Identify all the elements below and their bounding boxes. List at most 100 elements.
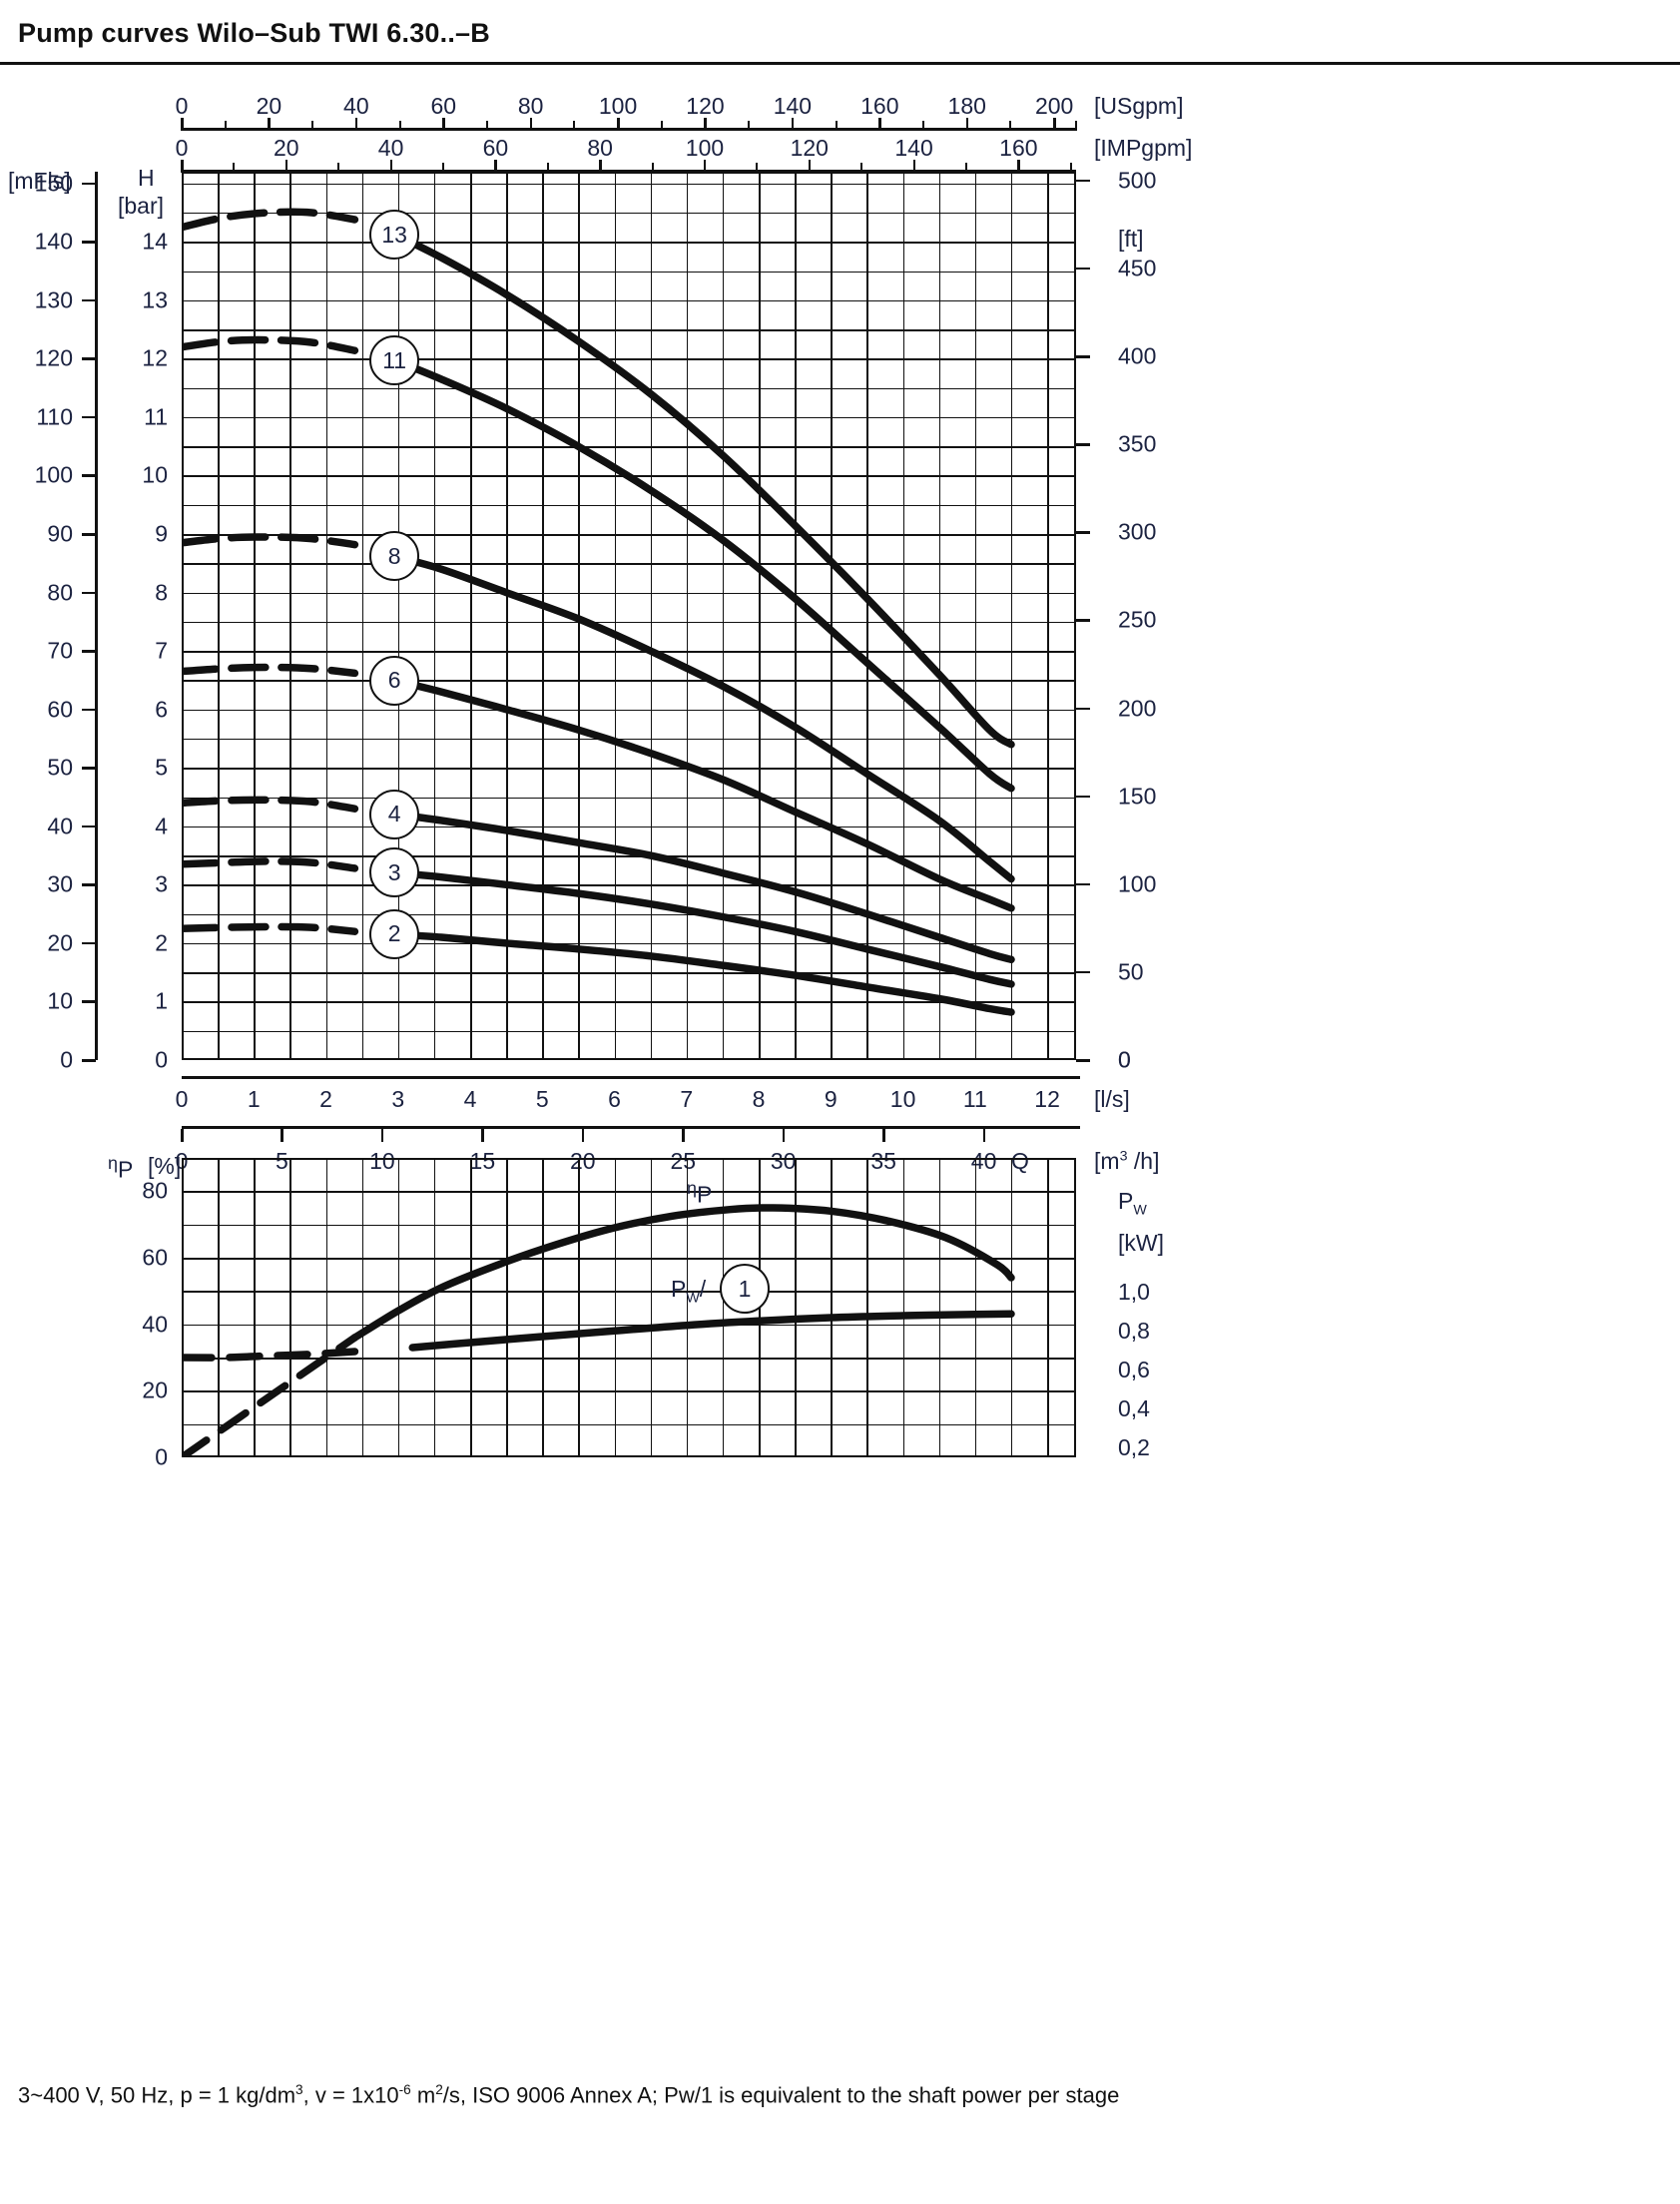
head-curve-dashed-13 bbox=[182, 208, 359, 232]
footnote: 3~400 V, 50 Hz, p = 1 kg/dm3, v = 1x10-6… bbox=[18, 2082, 1120, 2108]
hbar-tick-label: 7 bbox=[155, 637, 168, 664]
main-grid-h bbox=[182, 709, 1076, 712]
impgpm-axis-line bbox=[182, 170, 1076, 173]
ft-tick bbox=[1076, 443, 1090, 446]
usgpm-major-tick bbox=[617, 118, 620, 131]
m3h-tick bbox=[481, 1129, 484, 1142]
ft-tick-label: 50 bbox=[1118, 958, 1144, 985]
impgpm-tick-label: 80 bbox=[587, 135, 613, 161]
m3h-tick-label: 25 bbox=[670, 1148, 697, 1174]
mfls-tick-label: 100 bbox=[34, 461, 73, 488]
ft-unit-label: [ft] bbox=[1118, 226, 1144, 252]
main-grid-h bbox=[182, 242, 1076, 244]
main-grid-h bbox=[182, 212, 1076, 215]
main-grid-h bbox=[182, 826, 1076, 828]
ft-tick-label: 400 bbox=[1118, 342, 1157, 369]
hbar-tick-label: 2 bbox=[155, 929, 168, 956]
impgpm-minor-tick bbox=[964, 163, 967, 173]
mfls-tick bbox=[82, 767, 96, 770]
ls-axis-line bbox=[182, 1076, 1080, 1079]
ft-tick-label: 500 bbox=[1118, 167, 1157, 194]
lower-grid-v bbox=[433, 1158, 436, 1457]
hbar-tick-label: 10 bbox=[142, 461, 168, 488]
usgpm-minor-tick bbox=[398, 121, 401, 131]
eta-tick-label: 0 bbox=[155, 1443, 168, 1470]
impgpm-minor-tick bbox=[1069, 163, 1072, 173]
usgpm-minor-tick bbox=[485, 121, 488, 131]
m3h-tick bbox=[181, 1129, 184, 1142]
impgpm-minor-tick bbox=[337, 163, 340, 173]
lower-curve-eta bbox=[350, 1204, 1015, 1342]
hbar-tick-label: 6 bbox=[155, 696, 168, 723]
lower-grid-v bbox=[218, 1158, 220, 1457]
m3h-tick bbox=[882, 1129, 885, 1142]
m3h-tick-label: 15 bbox=[469, 1148, 496, 1174]
mfls-tick bbox=[82, 941, 96, 945]
hbar-tick-label: 5 bbox=[155, 754, 168, 781]
lower-curves bbox=[182, 1204, 1015, 1457]
mfls-tick bbox=[82, 182, 96, 186]
mfls-tick-label: 0 bbox=[60, 1046, 73, 1073]
lower-grid-v bbox=[361, 1158, 364, 1457]
usgpm-tick-label: 0 bbox=[175, 93, 189, 119]
main-grid-v bbox=[722, 172, 725, 1060]
main-grid-h bbox=[182, 592, 1076, 595]
lower-grid-v bbox=[722, 1158, 725, 1457]
mfls-tick bbox=[82, 415, 96, 419]
lower-grid-v bbox=[650, 1158, 653, 1457]
head-curve-dashed-8 bbox=[182, 533, 359, 549]
ls-tick-label: 4 bbox=[463, 1086, 477, 1112]
mfls-tick-label: 80 bbox=[47, 579, 73, 606]
impgpm-tick-label: 60 bbox=[482, 135, 509, 161]
lower-grid-h bbox=[182, 1358, 1076, 1360]
head-curve-8 bbox=[394, 553, 1015, 883]
ft-tick bbox=[1076, 267, 1090, 271]
mfls-tick-label: 140 bbox=[34, 228, 73, 255]
eta-tick-label: 20 bbox=[142, 1377, 168, 1403]
q-symbol-label: Q bbox=[1011, 1148, 1029, 1174]
stage-bubble-6: 6 bbox=[369, 655, 420, 706]
main-grid-h bbox=[182, 358, 1076, 360]
lower-grid-v bbox=[902, 1158, 905, 1457]
main-grid-h bbox=[182, 183, 1076, 186]
main-grid-h bbox=[182, 621, 1076, 624]
eta-tick-label: 80 bbox=[142, 1177, 168, 1204]
main-grid-v bbox=[325, 172, 328, 1060]
head-curve-2 bbox=[394, 930, 1015, 1016]
hbar-tick-label: 3 bbox=[155, 870, 168, 897]
eta-symbol-label: ηP bbox=[108, 1153, 134, 1183]
impgpm-minor-tick bbox=[441, 163, 444, 173]
usgpm-tick-label: 120 bbox=[686, 93, 725, 119]
main-grid-h bbox=[182, 387, 1076, 390]
head-curve-3 bbox=[394, 868, 1015, 988]
ft-tick-label: 0 bbox=[1118, 1046, 1131, 1073]
impgpm-tick-label: 100 bbox=[685, 135, 725, 161]
impgpm-tick-label: 40 bbox=[377, 135, 404, 161]
impgpm-minor-tick bbox=[860, 163, 863, 173]
lower-grid-h bbox=[182, 1423, 1076, 1426]
usgpm-tick-label: 160 bbox=[860, 93, 899, 119]
main-grid-h bbox=[182, 563, 1076, 565]
usgpm-major-tick bbox=[181, 118, 184, 131]
ft-tick bbox=[1076, 355, 1090, 358]
mfls-tick bbox=[82, 533, 96, 536]
impgpm-minor-tick bbox=[651, 163, 654, 173]
m3h-tick bbox=[982, 1129, 986, 1142]
mfls-tick bbox=[82, 298, 96, 302]
main-grid-v bbox=[470, 172, 472, 1060]
impgpm-major-tick bbox=[494, 160, 497, 173]
lower-grid-v bbox=[1010, 1158, 1013, 1457]
eta-tick-label: 60 bbox=[142, 1244, 168, 1271]
main-grid-h bbox=[182, 680, 1076, 682]
ft-tick-label: 150 bbox=[1118, 783, 1157, 810]
usgpm-minor-tick bbox=[1009, 121, 1012, 131]
lower-grid-v bbox=[831, 1158, 833, 1457]
main-grid-h bbox=[182, 446, 1076, 448]
main-grid-h bbox=[182, 504, 1076, 507]
main-grid-v bbox=[361, 172, 364, 1060]
ls-tick-label: 5 bbox=[535, 1086, 549, 1112]
usgpm-major-tick bbox=[442, 118, 445, 131]
eta-tick-label: 40 bbox=[142, 1311, 168, 1338]
stage-bubble-11: 11 bbox=[369, 335, 420, 386]
ft-tick-label: 350 bbox=[1118, 430, 1157, 457]
